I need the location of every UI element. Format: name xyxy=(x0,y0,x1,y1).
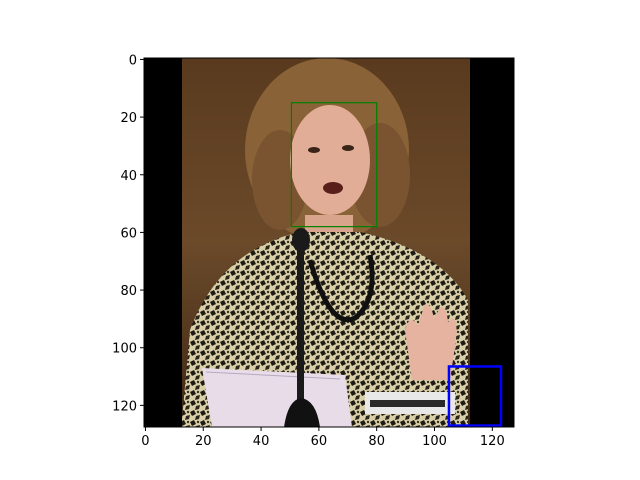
x-tick-label: 0 xyxy=(141,434,149,449)
y-tick-label: 100 xyxy=(112,342,137,357)
y-tick-label: 20 xyxy=(120,111,137,126)
x-tick-label: 120 xyxy=(480,434,505,449)
blue-box xyxy=(447,365,503,427)
photo xyxy=(182,58,470,427)
y-tick-label: 60 xyxy=(120,226,137,241)
image-panel xyxy=(144,58,514,427)
x-axis: 0 20 40 60 80 100 120 xyxy=(141,427,505,449)
x-tick-label: 60 xyxy=(311,434,328,449)
face-box xyxy=(290,102,378,228)
y-axis: 0 20 40 60 80 100 120 xyxy=(112,53,144,414)
y-tick-label: 120 xyxy=(112,399,137,414)
y-tick-label: 0 xyxy=(129,53,137,68)
y-tick-label: 40 xyxy=(120,169,137,184)
x-tick-label: 20 xyxy=(195,434,212,449)
x-tick-label: 80 xyxy=(368,434,385,449)
y-tick-label: 80 xyxy=(120,284,137,299)
x-tick-label: 40 xyxy=(253,434,270,449)
axes-frame xyxy=(143,57,515,428)
x-tick-label: 100 xyxy=(422,434,447,449)
axes: 0 20 40 60 80 100 120 0 20 40 60 80 100 120 xyxy=(112,53,515,449)
